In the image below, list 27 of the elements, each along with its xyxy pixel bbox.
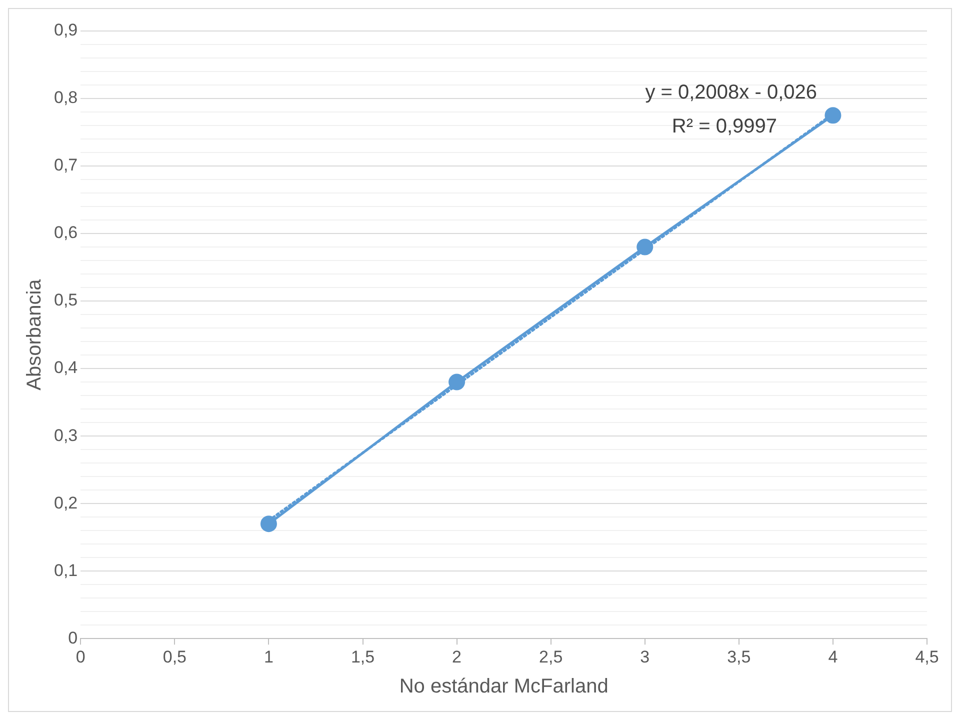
x-tick-label: 2,5 xyxy=(539,647,563,666)
y-tick-label: 0,8 xyxy=(54,88,78,108)
point xyxy=(824,107,842,124)
y-tick-label: 0,1 xyxy=(54,560,78,580)
x-tick-label: 4 xyxy=(828,647,838,666)
annotation: R² = 0,9997 xyxy=(672,116,777,138)
x-tick-label: 3 xyxy=(640,647,650,666)
y-tick-label: 0,2 xyxy=(54,493,78,512)
x-tick-label: 0,5 xyxy=(162,647,186,666)
x-tick-label: 1,5 xyxy=(350,647,375,666)
x-axis-title: No estándar McFarland xyxy=(399,676,608,698)
y-tick-label: 0 xyxy=(68,628,78,648)
y-tick-label: 0,6 xyxy=(54,223,78,242)
point xyxy=(636,238,654,256)
annotation: y = 0,2008x - 0,026 xyxy=(645,82,817,104)
y-tick-label: 0,5 xyxy=(54,290,78,310)
x-tick-label: 2 xyxy=(452,647,462,666)
y-tick-label: 0,7 xyxy=(54,156,78,175)
x-tick-label: 4,5 xyxy=(915,647,939,666)
y-tick-label: 0,9 xyxy=(54,20,78,40)
y-tick-label: 0,4 xyxy=(54,358,78,378)
point xyxy=(260,516,277,532)
y-tick-label: 0,3 xyxy=(54,426,78,445)
x-tick-label: 1 xyxy=(264,647,274,666)
x-tick-label: 3,5 xyxy=(727,647,751,666)
y-axis-title: Absorbancia xyxy=(24,278,46,390)
point xyxy=(448,374,466,390)
